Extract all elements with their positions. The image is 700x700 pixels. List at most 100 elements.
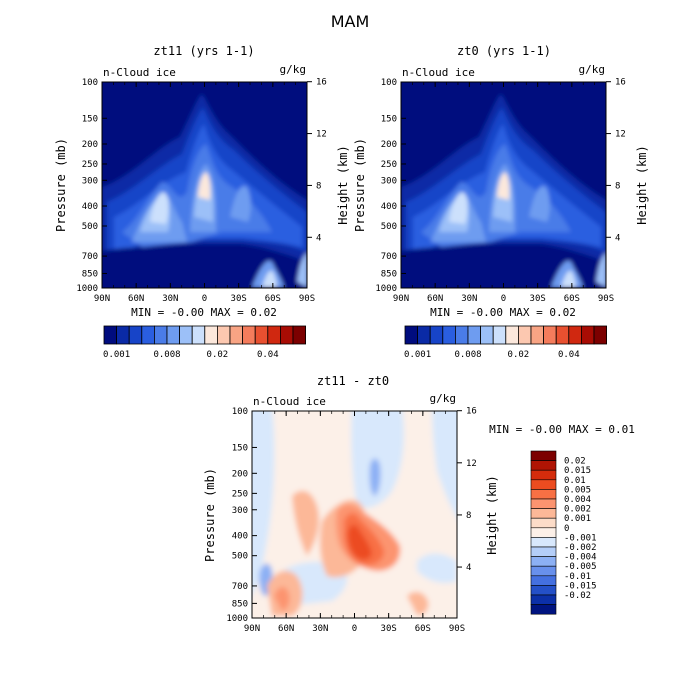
y2-tick-label: 4: [466, 563, 471, 573]
y-tick-label: 500: [381, 222, 397, 232]
min-max-stats: MIN = -0.00 MAX = 0.01: [489, 423, 635, 436]
colorbar-swatch: [530, 575, 557, 586]
y-tick-label: 250: [381, 160, 397, 170]
colorbar-label: 0: [564, 524, 569, 534]
x-tick-label: 60S: [415, 624, 431, 634]
colorbar-swatch: [581, 325, 595, 345]
colorbar-swatch: [530, 537, 557, 548]
y-tick-label: 150: [82, 114, 98, 124]
colorbar-swatch: [530, 565, 557, 577]
colorbar-swatch: [116, 325, 130, 345]
colorbar-swatch: [530, 489, 557, 500]
panel-title: zt0 (yrs 1-1): [457, 44, 551, 58]
y2-tick-label: 16: [466, 407, 477, 417]
y-tick-label: 850: [381, 269, 397, 279]
y-tick-label: 200: [381, 140, 397, 150]
y-tick-label: 700: [82, 252, 98, 262]
y2-axis-label: Height (km): [336, 145, 350, 224]
colorbar-swatch: [530, 546, 557, 557]
colorbar-label: -0.001: [564, 533, 597, 543]
colorbar-label: -0.005: [564, 562, 597, 572]
colorbar-label: 0.001: [564, 514, 591, 524]
colorbar-swatch: [204, 325, 218, 345]
x-tick-label: 30N: [312, 624, 328, 634]
y-axis-label: Pressure (mb): [203, 468, 217, 562]
colorbar-swatch: [530, 460, 557, 471]
y2-tick-label: 12: [466, 459, 477, 469]
x-axis-ticks: 90N 60N 30N 0 30S 60S 90S: [244, 411, 465, 634]
y2-tick-label: 4: [615, 233, 620, 243]
colorbar-swatch: [568, 325, 582, 345]
y2-axis-label: Height (km): [485, 475, 499, 554]
colorbar-swatch: [530, 594, 557, 605]
x-tick-label: 90N: [244, 624, 260, 634]
colorbar-swatch: [530, 508, 557, 519]
y-tick-label: 850: [232, 599, 248, 609]
colorbar-swatch: [454, 325, 469, 345]
colorbar-swatch: [404, 325, 419, 345]
y-tick-label: 250: [232, 489, 248, 499]
x-tick-label: 90S: [449, 624, 465, 634]
x-tick-label: 0: [501, 294, 506, 304]
colorbar-swatch: [530, 479, 557, 490]
x-tick-label: 60S: [564, 294, 580, 304]
colorbar-swatch: [292, 325, 307, 345]
colorbar-swatch: [530, 469, 557, 481]
x-axis-ticks: 90N 60N 30N 0 30S 60S 90S: [393, 82, 614, 304]
panel-difference: zt11 - zt0 n-Cloud ice g/kg: [203, 374, 635, 634]
colorbar-swatch: [530, 527, 557, 538]
y-tick-label: 150: [381, 114, 397, 124]
colorbar-swatch: [179, 325, 193, 345]
y-tick-label: 400: [232, 532, 248, 542]
y-tick-label: 200: [232, 469, 248, 479]
colorbar-label: 0.008: [454, 350, 481, 360]
y2-axis-label: Height (km): [635, 145, 649, 224]
y2-tick-label: 16: [615, 78, 626, 88]
colorbar-swatch: [467, 325, 482, 345]
field-label: n-Cloud ice: [253, 395, 326, 408]
colorbar-difference: 0.020.0150.010.0050.0040.0020.0010-0.001…: [530, 450, 597, 615]
colorbar-label: 0.04: [257, 350, 279, 360]
colorbar-swatch: [530, 325, 545, 345]
colorbar-label: -0.004: [564, 553, 597, 563]
y2-tick-label: 8: [316, 181, 321, 191]
colorbar-swatch: [530, 556, 557, 567]
contour-field: [252, 411, 457, 618]
x-tick-label: 90N: [393, 294, 409, 304]
y-tick-label: 700: [232, 582, 248, 592]
colorbar-label: 0.002: [564, 505, 591, 515]
y2-tick-label: 16: [316, 78, 327, 88]
colorbar-swatch: [530, 498, 557, 509]
colorbar-label: 0.02: [564, 457, 586, 467]
contour-field: [401, 82, 606, 288]
x-tick-label: 30N: [461, 294, 477, 304]
colorbar-swatch: [442, 325, 456, 345]
colorbar-swatch: [128, 325, 143, 345]
figure-title: MAM: [331, 12, 370, 31]
units-label: g/kg: [579, 63, 606, 76]
colorbar-swatch: [530, 517, 557, 529]
panel-zt0: zt0 (yrs 1-1) n-Cloud ice g/kg: [353, 44, 649, 360]
y-axis-label: Pressure (mb): [54, 138, 68, 232]
x-tick-label: 60N: [128, 294, 144, 304]
colorbar-swatch: [141, 325, 155, 345]
colorbar-swatch: [518, 325, 532, 345]
y-axis-ticks: 100 150 200 250 300 400 500 700 850 1000: [76, 78, 107, 294]
colorbar-label: 0.04: [558, 350, 580, 360]
height-axis-ticks: 4 8 12 16: [307, 78, 327, 243]
x-tick-label: 60N: [278, 624, 294, 634]
y-tick-label: 250: [82, 160, 98, 170]
colorbar-swatch: [279, 325, 294, 345]
colorbar-swatch: [492, 325, 507, 345]
colorbar-label: 0.004: [564, 495, 591, 505]
y2-tick-label: 4: [316, 233, 321, 243]
x-tick-label: 90S: [299, 294, 315, 304]
colorbar-label: -0.01: [564, 572, 591, 582]
colorbar-label: 0.001: [404, 350, 431, 360]
y-tick-label: 1000: [76, 284, 98, 294]
colorbar-swatch: [216, 325, 231, 345]
colorbar-swatch: [530, 604, 557, 615]
x-tick-label: 90N: [94, 294, 110, 304]
colorbar-swatch: [480, 325, 494, 345]
